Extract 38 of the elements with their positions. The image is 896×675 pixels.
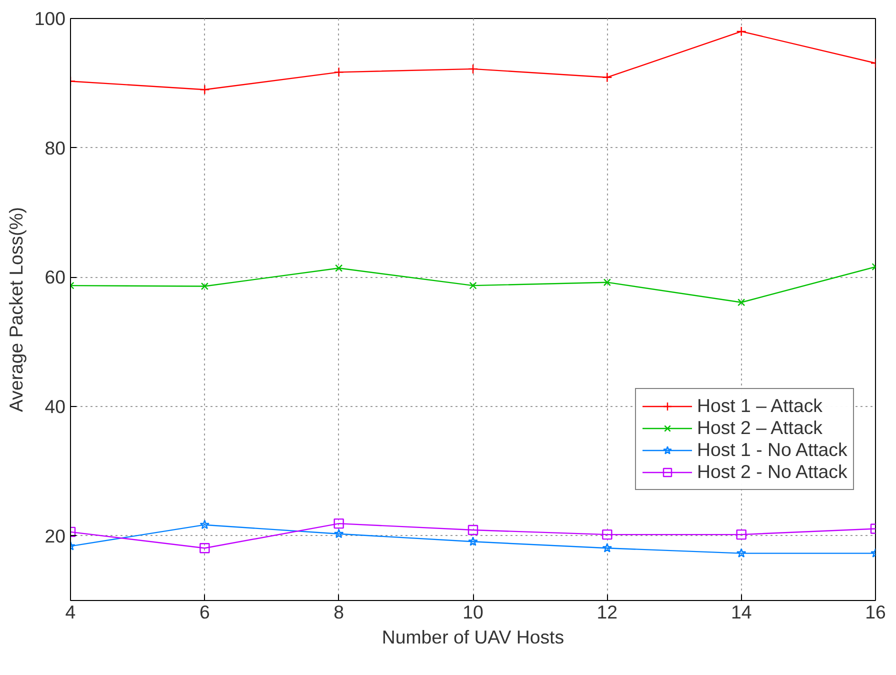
y-tick-label: 20: [44, 525, 66, 546]
point: [603, 278, 611, 286]
legend-label: Host 1 – Attack: [697, 395, 822, 417]
point: [469, 282, 477, 290]
point: [468, 64, 478, 74]
legend-label: Host 2 – Attack: [697, 417, 822, 439]
y-axis-title: Average Packet Loss(%): [5, 207, 26, 412]
x-tick-label: 4: [65, 602, 76, 622]
point: [736, 529, 746, 540]
y-tick-label: 100: [34, 8, 66, 29]
point: [200, 84, 210, 95]
legend-label: Host 1 - No Attack: [697, 439, 848, 461]
point: [738, 298, 746, 306]
x-axis-title: Number of UAV Hosts: [382, 626, 564, 648]
point: [200, 520, 210, 530]
x-tick-label: 16: [865, 602, 886, 622]
legend-label: Host 2 - No Attack: [697, 461, 848, 483]
point: [200, 282, 208, 290]
point: [468, 524, 478, 536]
y-tick-label: 60: [44, 266, 66, 288]
x-tick-label: 14: [730, 602, 752, 622]
point: [200, 543, 210, 554]
point: [602, 529, 612, 540]
point: [736, 26, 746, 37]
x-tick-label: 12: [596, 602, 618, 622]
point: [334, 528, 344, 538]
x-tick-label: 10: [462, 602, 484, 622]
x-tick-label: 6: [199, 602, 210, 622]
y-tick-label: 40: [44, 396, 66, 417]
point: [602, 72, 612, 82]
point: [736, 548, 746, 558]
x-tick-label: 8: [334, 602, 344, 622]
y-tick-label: 80: [44, 137, 66, 158]
point: [334, 518, 344, 529]
point: [335, 264, 343, 272]
point: [602, 543, 612, 552]
point: [468, 536, 478, 546]
point: [334, 67, 344, 78]
